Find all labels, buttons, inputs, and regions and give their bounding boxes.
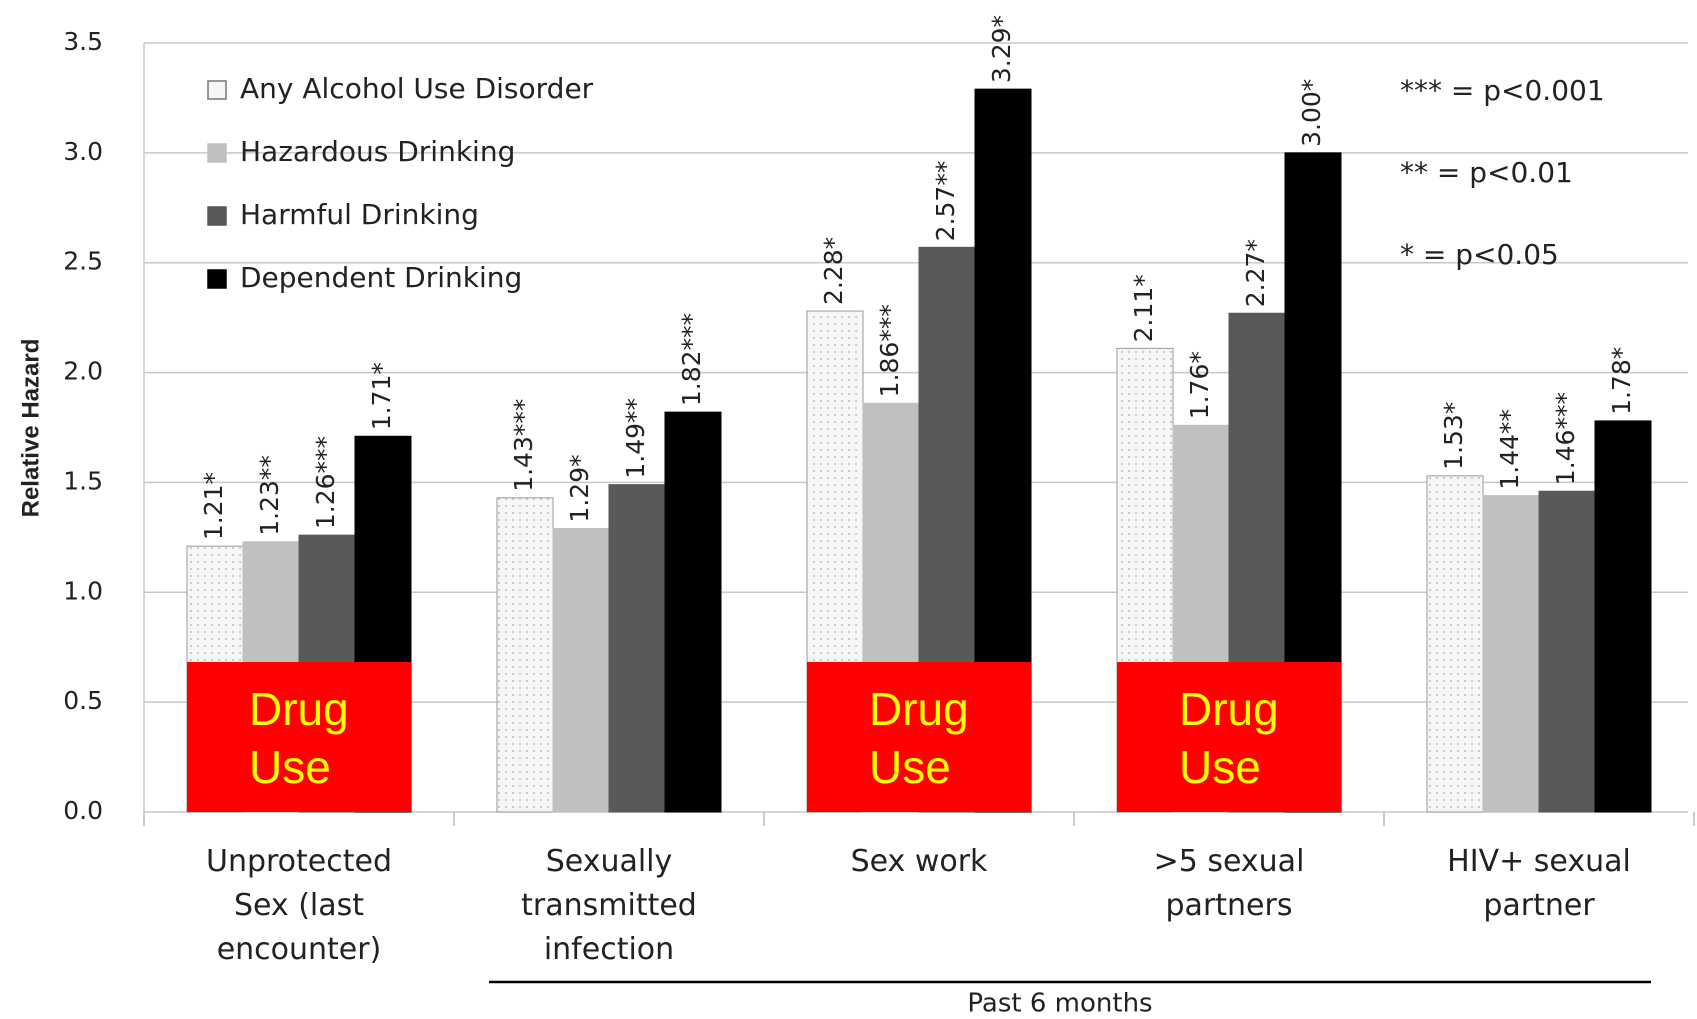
bar	[1482, 495, 1540, 813]
value-label: 1.86***	[875, 304, 904, 397]
group-label: Past 6 months	[967, 989, 1152, 1019]
legend-label: Harmful Drinking	[240, 198, 479, 231]
bar	[552, 528, 610, 813]
drug-use-label: Drug Use	[869, 683, 969, 793]
value-label: 3.29*	[987, 15, 1016, 83]
y-tick-label: 3.0	[63, 137, 103, 166]
value-label: 2.57**	[931, 161, 960, 242]
value-label: 1.26***	[311, 436, 340, 529]
value-label: 1.29*	[565, 454, 594, 522]
value-label: 1.78*	[1607, 347, 1636, 415]
y-tick-label: 2.5	[63, 247, 103, 276]
drug-use-box: Drug Use	[187, 662, 411, 812]
significance-note: * = p<0.05	[1400, 238, 1559, 271]
value-label: 1.53*	[1439, 402, 1468, 470]
value-label: 1.76*	[1185, 351, 1214, 419]
legend-swatch	[207, 269, 227, 289]
x-tick-label: Unprotected Sex (last encounter)	[205, 844, 393, 967]
legend-label: Hazardous Drinking	[240, 135, 515, 168]
value-label: 1.44**	[1495, 409, 1524, 490]
value-label: 2.11*	[1129, 274, 1158, 342]
significance-note: ** = p<0.01	[1400, 156, 1573, 189]
y-tick-label: 2.0	[63, 357, 103, 386]
drug-use-label: Drug Use	[249, 683, 349, 793]
bar	[1594, 420, 1652, 813]
value-label: 3.00*	[1297, 79, 1326, 147]
value-label: 1.82***	[677, 313, 706, 406]
x-tick-label: >5 sexual partners	[1153, 844, 1305, 923]
value-label: 2.28*	[819, 237, 848, 305]
y-axis-label: Relative Hazard	[17, 339, 44, 518]
legend-label: Any Alcohol Use Disorder	[240, 72, 594, 105]
legend-swatch	[207, 80, 227, 100]
legend-label: Dependent Drinking	[240, 261, 522, 294]
value-label: 1.23**	[255, 455, 284, 536]
value-label: 1.49**	[621, 398, 650, 479]
x-tick-label: Sexually transmitted infection	[521, 844, 697, 967]
y-tick-label: 3.5	[63, 27, 103, 56]
bar	[664, 411, 722, 813]
y-tick-label: 1.0	[63, 576, 103, 605]
bar	[1538, 490, 1596, 813]
y-tick-label: 0.5	[63, 686, 103, 715]
y-tick-label: 1.5	[63, 466, 103, 495]
significance-note: *** = p<0.001	[1400, 74, 1605, 107]
value-label: 1.43***	[509, 399, 538, 492]
bar-pattern	[497, 497, 553, 812]
legend-swatch	[207, 143, 227, 163]
bar-pattern	[1427, 475, 1483, 812]
value-label: 1.46***	[1551, 392, 1580, 485]
value-label: 2.27*	[1241, 239, 1270, 307]
drug-use-box: Drug Use	[807, 662, 1031, 812]
drug-use-label: Drug Use	[1179, 683, 1279, 793]
y-tick-label: 0.0	[63, 796, 103, 825]
x-tick-label: HIV+ sexual partner	[1447, 844, 1631, 923]
value-label: 1.21*	[199, 472, 228, 540]
bar	[608, 484, 666, 813]
legend-swatch	[207, 206, 227, 226]
drug-use-box: Drug Use	[1117, 662, 1341, 812]
x-tick-label: Sex work	[850, 844, 988, 879]
value-label: 1.71*	[367, 362, 396, 430]
